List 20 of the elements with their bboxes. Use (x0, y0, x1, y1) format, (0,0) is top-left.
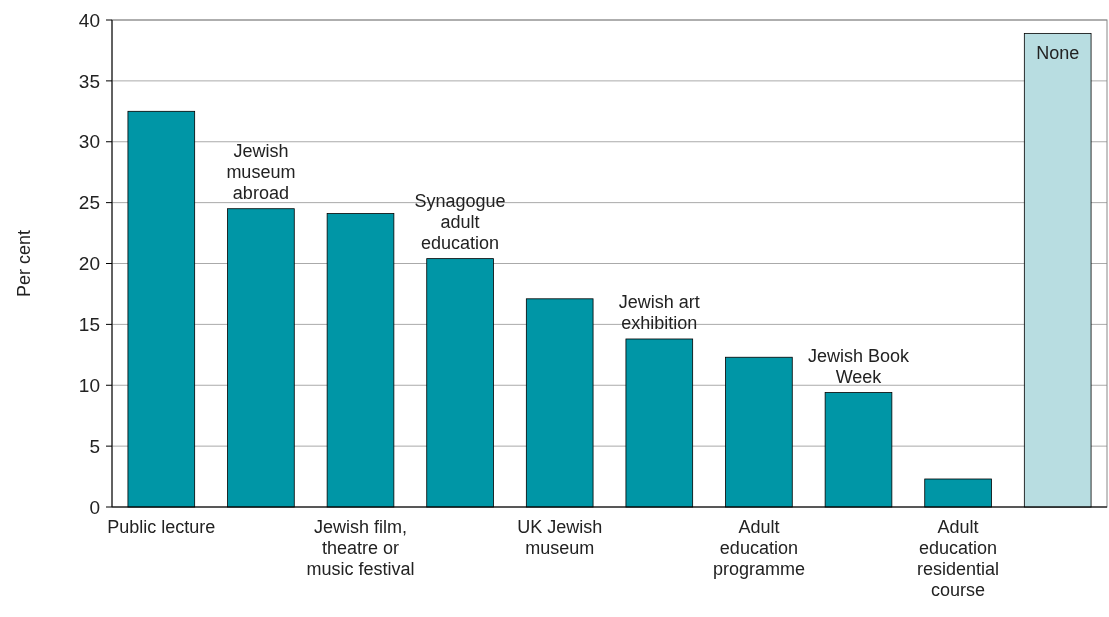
y-tick-label: 20 (78, 253, 100, 275)
y-tick-label: 25 (78, 192, 100, 214)
x-tick-label: UK Jewish museum (517, 517, 603, 558)
x-tick-label: Synagogue adult education (414, 190, 506, 253)
y-tick-label: 40 (78, 9, 100, 31)
y-tick-label: 30 (78, 131, 100, 153)
x-tick-label: Adult education programme (712, 517, 805, 579)
x-tick-label: None (1036, 43, 1080, 64)
y-tick-label: 10 (78, 374, 100, 396)
y-axis-title: Per cent (14, 229, 34, 298)
x-tick-label: Adult education residential course (917, 517, 1000, 600)
x-tick-label: Jewish museum abroad (226, 140, 296, 203)
y-tick-label: 0 (89, 496, 100, 518)
y-tick-label: 35 (78, 70, 100, 92)
x-tick-label: Public lecture (107, 517, 216, 537)
y-tick-label: 5 (89, 435, 100, 457)
x-tick-label: Jewish art exhibition (618, 291, 700, 333)
x-tick-label: Jewish film, theatre or music festival (306, 517, 415, 579)
x-tick-label: Jewish Book Week (807, 345, 911, 387)
y-tick-label: 15 (78, 314, 100, 336)
